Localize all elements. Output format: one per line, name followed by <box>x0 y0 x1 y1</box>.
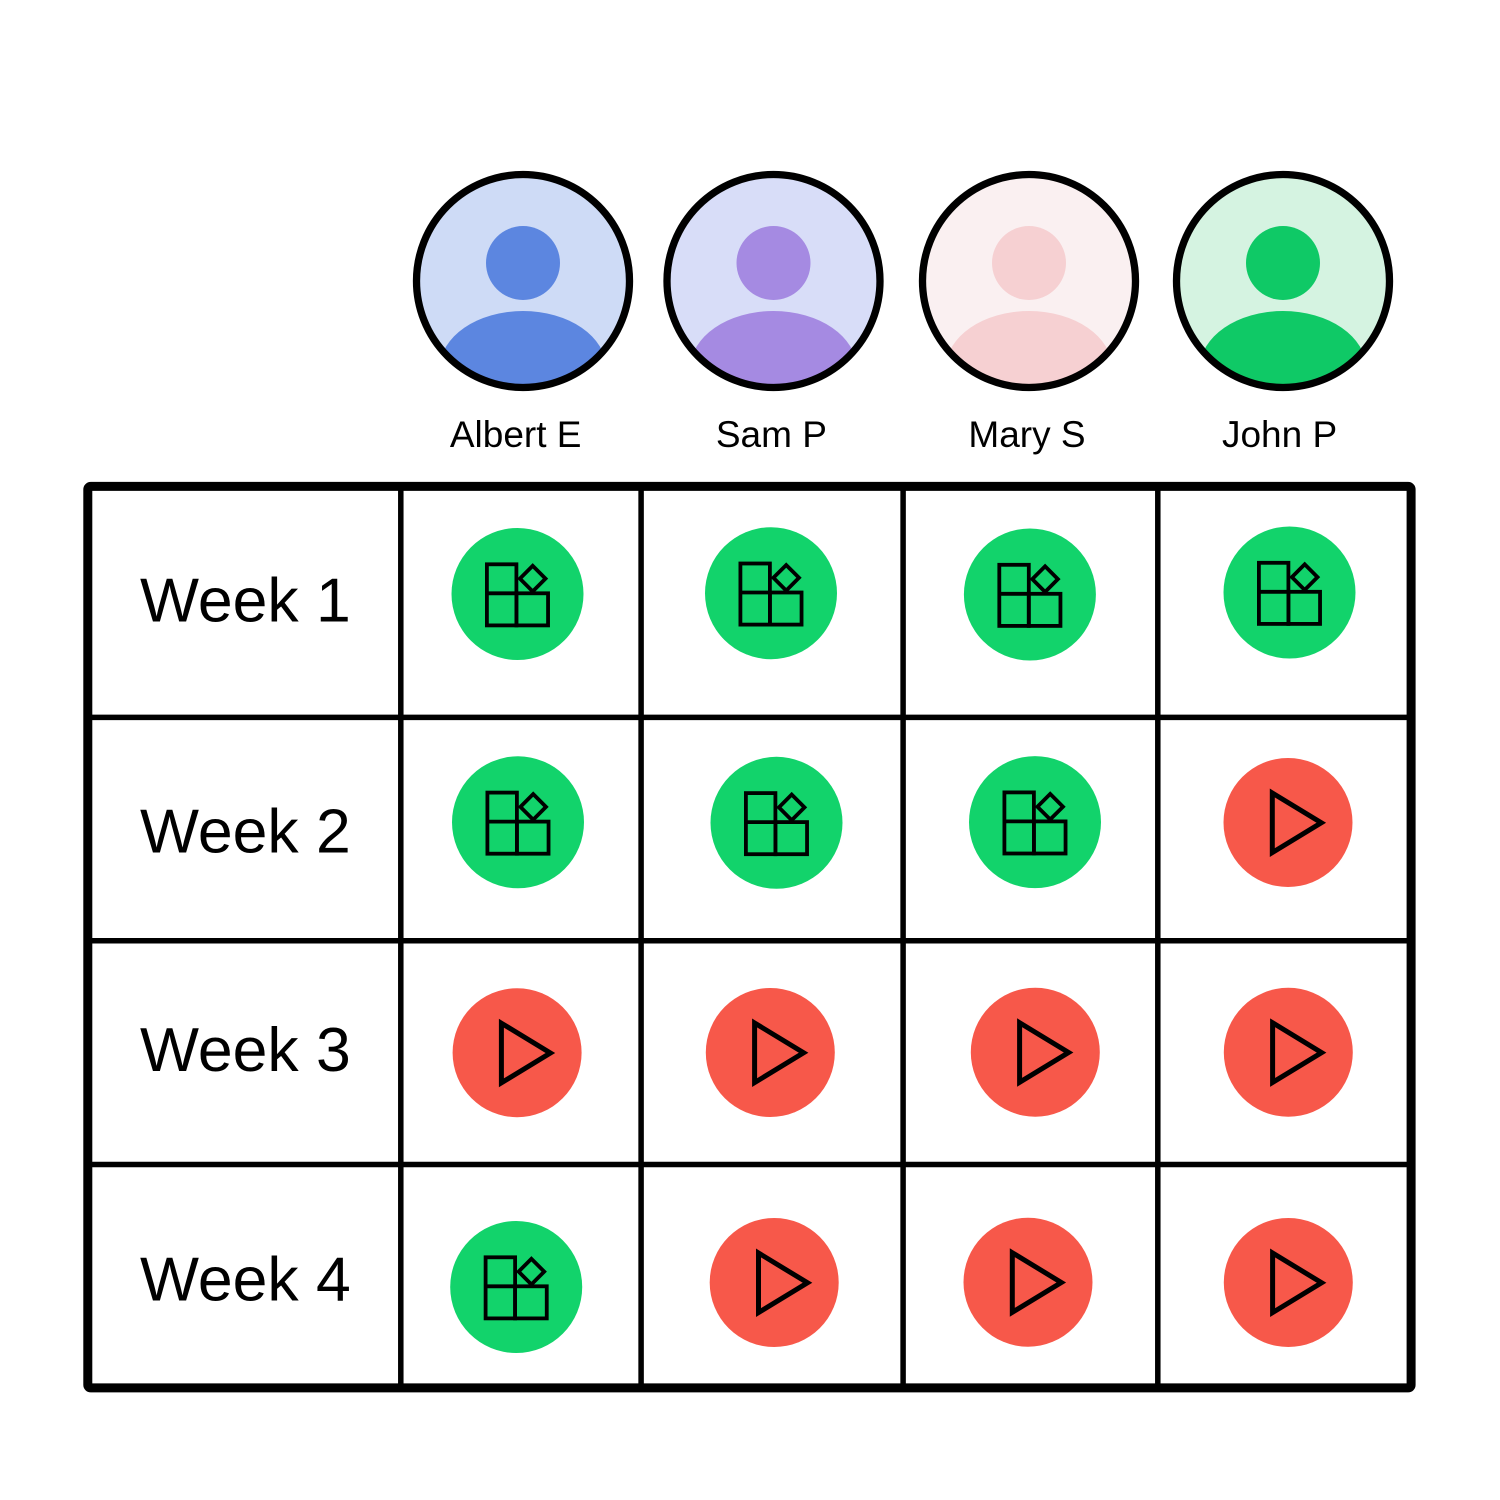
svg-text:John P: John P <box>1222 414 1337 455</box>
svg-text:Week 2: Week 2 <box>140 797 351 867</box>
svg-text:Sam P: Sam P <box>716 414 827 455</box>
svg-text:Week 4: Week 4 <box>140 1245 351 1315</box>
svg-text:Albert E: Albert E <box>450 414 582 455</box>
svg-text:Week 1: Week 1 <box>140 566 351 636</box>
svg-text:Week 3: Week 3 <box>140 1015 351 1085</box>
svg-text:Mary S: Mary S <box>968 414 1085 455</box>
